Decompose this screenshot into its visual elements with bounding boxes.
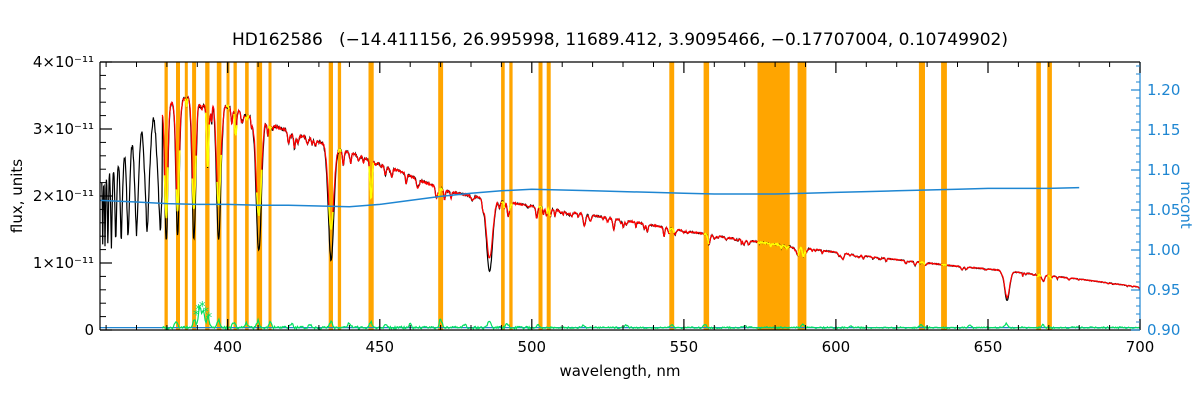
y-right-tick-label: 1.10: [1147, 161, 1180, 179]
masked-region-band: [205, 62, 210, 330]
fit-masked-segment: [703, 232, 710, 245]
x-axis-label: wavelength, nm: [559, 362, 681, 380]
x-tick-label: 400: [213, 338, 242, 356]
residual-marker: *: [206, 311, 213, 326]
fit-masked-segment: [216, 154, 222, 208]
masked-region-band: [918, 62, 925, 330]
masked-region-band: [233, 62, 237, 330]
masked-region-band: [268, 62, 272, 330]
masked-region-band: [245, 62, 249, 330]
masked-region-band: [164, 62, 168, 330]
fit-masked-segment: [256, 169, 263, 217]
fit-masked-segment: [191, 155, 197, 210]
x-tick-label: 500: [517, 338, 546, 356]
x-tick-label: 600: [822, 338, 851, 356]
fit-masked-segment: [500, 201, 506, 209]
fit-masked-segment: [184, 98, 189, 108]
fit-masked-segment: [437, 187, 444, 199]
y-right-tick-label: 1.20: [1147, 81, 1180, 99]
masked-region-band: [509, 62, 513, 330]
fit-masked-segment: [940, 263, 947, 267]
x-tick-label: 450: [365, 338, 394, 356]
residual-marker: *: [193, 308, 200, 323]
fit-masked-segment: [163, 167, 169, 219]
y-right-tick-label: 0.90: [1147, 321, 1180, 339]
fit-masked-segment: [668, 227, 675, 234]
residual-marker: *: [199, 300, 206, 315]
masked-region-band: [703, 62, 710, 330]
mcont-line: [99, 186, 1080, 208]
fit-masked-segment: [368, 162, 375, 200]
fit-masked-segment: [797, 246, 807, 258]
masked-region-band: [1036, 62, 1041, 330]
masked-region-band: [1047, 62, 1052, 330]
fit-masked-segment: [328, 205, 334, 230]
masked-region-band: [226, 62, 230, 330]
fit-masked-segment: [1036, 273, 1042, 278]
y-left-tick-label: 0: [84, 321, 94, 339]
masked-region-band: [797, 62, 807, 330]
chart-title: HD162586 (−14.411156, 26.995998, 11689.4…: [232, 30, 1008, 50]
masked-region-band: [328, 62, 333, 330]
y-left-tick-label: 2×10⁻¹¹: [33, 187, 94, 205]
fit-line: [161, 95, 1140, 299]
x-tick-label: 700: [1126, 338, 1155, 356]
fit-masked-segment: [918, 261, 926, 266]
fit-masked-segment: [267, 125, 273, 131]
fit-masked-segment: [1047, 274, 1053, 280]
y-right-tick-label: 1.00: [1147, 241, 1180, 259]
fit-masked-segment: [225, 104, 230, 110]
fit-masked-segment: [546, 206, 552, 217]
y-right-tick-label: 1.05: [1147, 201, 1180, 219]
fit-masked-segment: [337, 148, 342, 153]
y-left-tick-label: 1×10⁻¹¹: [33, 254, 94, 272]
masked-region-band: [256, 62, 263, 330]
residual-marker: *: [195, 303, 202, 318]
fit-masked-segment: [233, 113, 238, 136]
masked-region-band: [501, 62, 505, 330]
masked-region-band: [337, 62, 342, 330]
fit-masked-segment: [756, 240, 790, 251]
y-left-tick-label: 4×10⁻¹¹: [33, 53, 94, 71]
masked-region-band: [546, 62, 551, 330]
masked-region-band: [669, 62, 675, 330]
y-right-tick-label: 1.15: [1147, 121, 1180, 139]
residual-marker: *: [203, 306, 210, 321]
fit-masked-segment: [204, 112, 211, 168]
y-left-tick-label: 3×10⁻¹¹: [33, 120, 94, 138]
masked-region-band: [941, 62, 947, 330]
residual-line: [161, 304, 1140, 331]
fit-masked-segment: [244, 114, 250, 121]
x-tick-label: 550: [670, 338, 699, 356]
masked-region-band: [538, 62, 543, 330]
x-tick-label: 650: [974, 338, 1003, 356]
fit-masked-segment: [508, 202, 513, 211]
masked-region-band: [184, 62, 188, 330]
y-right-tick-label: 0.95: [1147, 281, 1180, 299]
fit-masked-segment: [537, 205, 543, 210]
masked-region-band: [757, 62, 790, 330]
